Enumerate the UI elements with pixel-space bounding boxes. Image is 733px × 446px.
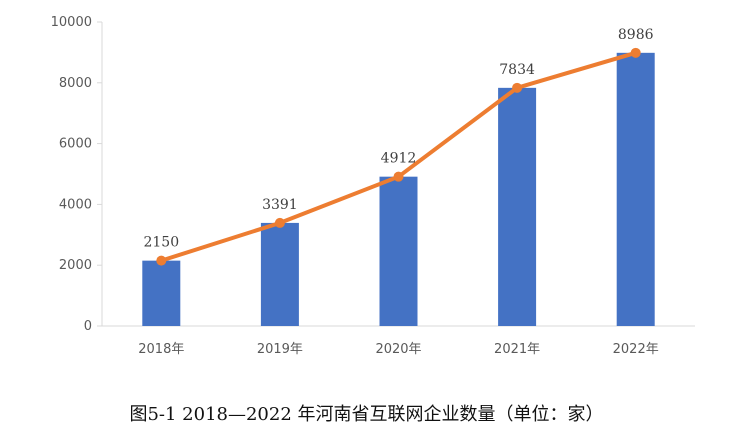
x-tick-label: 2018年	[138, 342, 184, 357]
y-tick-label: 10000	[51, 15, 92, 30]
bar	[498, 87, 537, 326]
data-labels: 2150 3391 4912 7834 8986	[143, 27, 653, 251]
bar	[379, 176, 418, 326]
y-tick-label: 2000	[59, 258, 92, 273]
y-axis: 0 2000 4000 6000 8000 10000	[51, 15, 103, 334]
figure-caption: 图5-1 2018—2022 年河南省互联网企业数量（单位：家）	[129, 404, 604, 425]
data-label: 4912	[381, 151, 417, 167]
bar	[616, 52, 655, 327]
line-point	[274, 217, 285, 228]
line-point	[156, 255, 167, 266]
data-label: 8986	[618, 27, 654, 43]
line-point	[512, 82, 523, 93]
trend-line	[156, 47, 641, 266]
x-axis: 2018年 2019年 2020年 2021年 2022年	[102, 325, 695, 357]
data-label: 3391	[262, 197, 298, 213]
x-tick-label: 2022年	[613, 342, 659, 357]
bars	[142, 52, 655, 327]
x-tick-label: 2020年	[375, 342, 421, 357]
data-label: 7834	[499, 62, 535, 78]
y-tick-label: 4000	[59, 197, 92, 212]
y-tick-label: 8000	[59, 76, 92, 91]
y-tick-label: 0	[84, 319, 92, 334]
x-tick-label: 2019年	[257, 342, 303, 357]
data-label: 2150	[143, 235, 179, 251]
bar	[142, 260, 181, 326]
x-tick-label: 2021年	[494, 342, 540, 357]
line-point	[630, 47, 641, 58]
bar	[260, 222, 299, 326]
y-tick-label: 6000	[59, 137, 92, 152]
line-point	[393, 171, 404, 182]
